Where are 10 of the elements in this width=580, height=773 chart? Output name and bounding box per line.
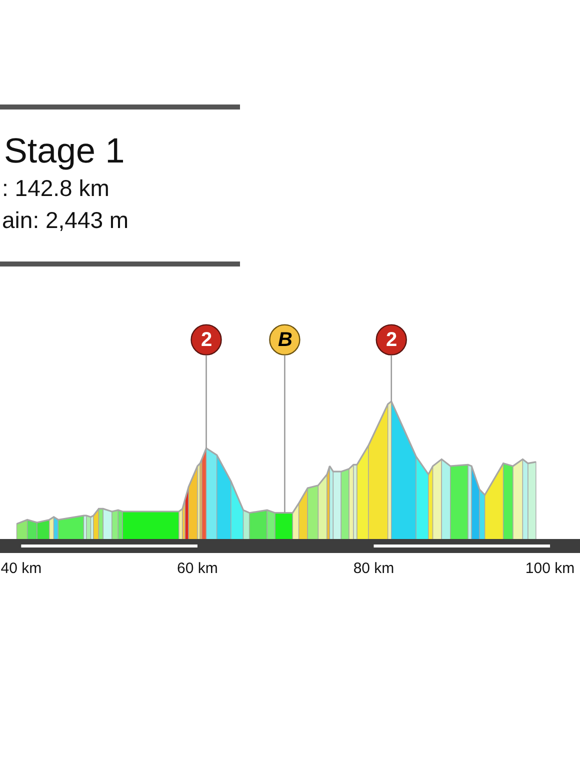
x-tick-label: 60 km xyxy=(177,560,218,577)
annotation: B xyxy=(278,329,292,351)
text: ain: 2,443 m xyxy=(2,207,129,233)
x-tick-label: 80 km xyxy=(353,560,394,577)
chart-title: Stage 1 xyxy=(4,131,125,170)
annotation: 2 xyxy=(201,329,212,351)
annotation: 2 xyxy=(386,329,398,351)
text: : 142.8 km xyxy=(2,175,110,201)
x-tick-label: 100 km xyxy=(525,560,575,577)
x-tick-label: 40 km xyxy=(0,560,42,577)
